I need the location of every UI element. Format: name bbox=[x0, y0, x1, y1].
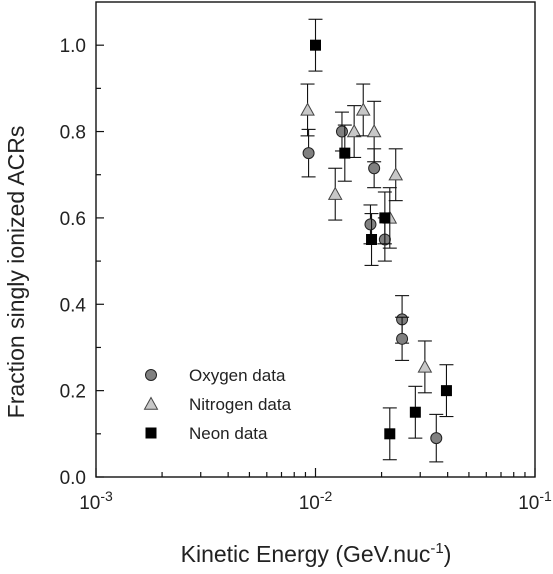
data-point bbox=[366, 124, 382, 138]
data-point bbox=[310, 39, 321, 51]
data-point bbox=[430, 432, 443, 445]
x-tick-label: 10-2 bbox=[299, 488, 333, 514]
data-point bbox=[417, 359, 433, 373]
legend-marker bbox=[145, 369, 157, 381]
series-oxygen-data bbox=[301, 111, 444, 463]
series-neon-data bbox=[308, 18, 454, 461]
data-point bbox=[384, 428, 396, 440]
y-tick-label: 0.2 bbox=[60, 382, 86, 403]
y-tick-label: 0.4 bbox=[60, 295, 87, 316]
series-nitrogen-data bbox=[300, 83, 433, 394]
plot-frame bbox=[95, 1, 536, 478]
x-tick-label: 10-1 bbox=[518, 488, 552, 514]
y-tick-label: 0.8 bbox=[60, 123, 86, 144]
data-point bbox=[368, 162, 381, 175]
x-axis-title-main: Kinetic Energy (GeV.nuc bbox=[181, 541, 431, 567]
axes-layer: 0.0 0.2 0.4 0.6 0.8 1.0 10-3 10-2 10-1 bbox=[60, 1, 552, 514]
legend-marker bbox=[145, 427, 157, 439]
data-point bbox=[409, 406, 421, 418]
data-point bbox=[339, 147, 351, 159]
data-marks bbox=[300, 18, 454, 463]
legend-label: Oxygen data bbox=[189, 366, 286, 385]
data-point bbox=[388, 167, 404, 181]
data-point bbox=[396, 332, 409, 345]
data-point bbox=[327, 186, 343, 200]
legend-label: Neon data bbox=[189, 424, 268, 443]
data-point bbox=[302, 147, 315, 160]
legend-marker bbox=[143, 396, 159, 410]
data-point bbox=[364, 218, 377, 231]
x-axis-title-end: ) bbox=[444, 541, 452, 567]
x-axis-title: Kinetic Energy (GeV.nuc-1) bbox=[181, 540, 452, 567]
data-point bbox=[366, 234, 378, 245]
data-point bbox=[335, 125, 348, 138]
y-tick-label: 0.0 bbox=[60, 468, 86, 489]
data-point bbox=[346, 124, 362, 138]
data-point bbox=[440, 385, 452, 397]
y-tick-label: 0.6 bbox=[60, 209, 86, 230]
legend: Oxygen data Nitrogen data Neon data bbox=[143, 366, 292, 443]
legend-label: Nitrogen data bbox=[189, 395, 292, 414]
y-tick-label: 1.0 bbox=[60, 36, 86, 57]
data-point bbox=[379, 212, 391, 224]
x-tick-label: 10-3 bbox=[79, 488, 113, 514]
x-axis-title-superscript: -1 bbox=[430, 540, 443, 557]
y-axis-title: Fraction singly ionized ACRs bbox=[3, 126, 29, 419]
data-point bbox=[300, 102, 315, 116]
data-point bbox=[355, 102, 371, 116]
